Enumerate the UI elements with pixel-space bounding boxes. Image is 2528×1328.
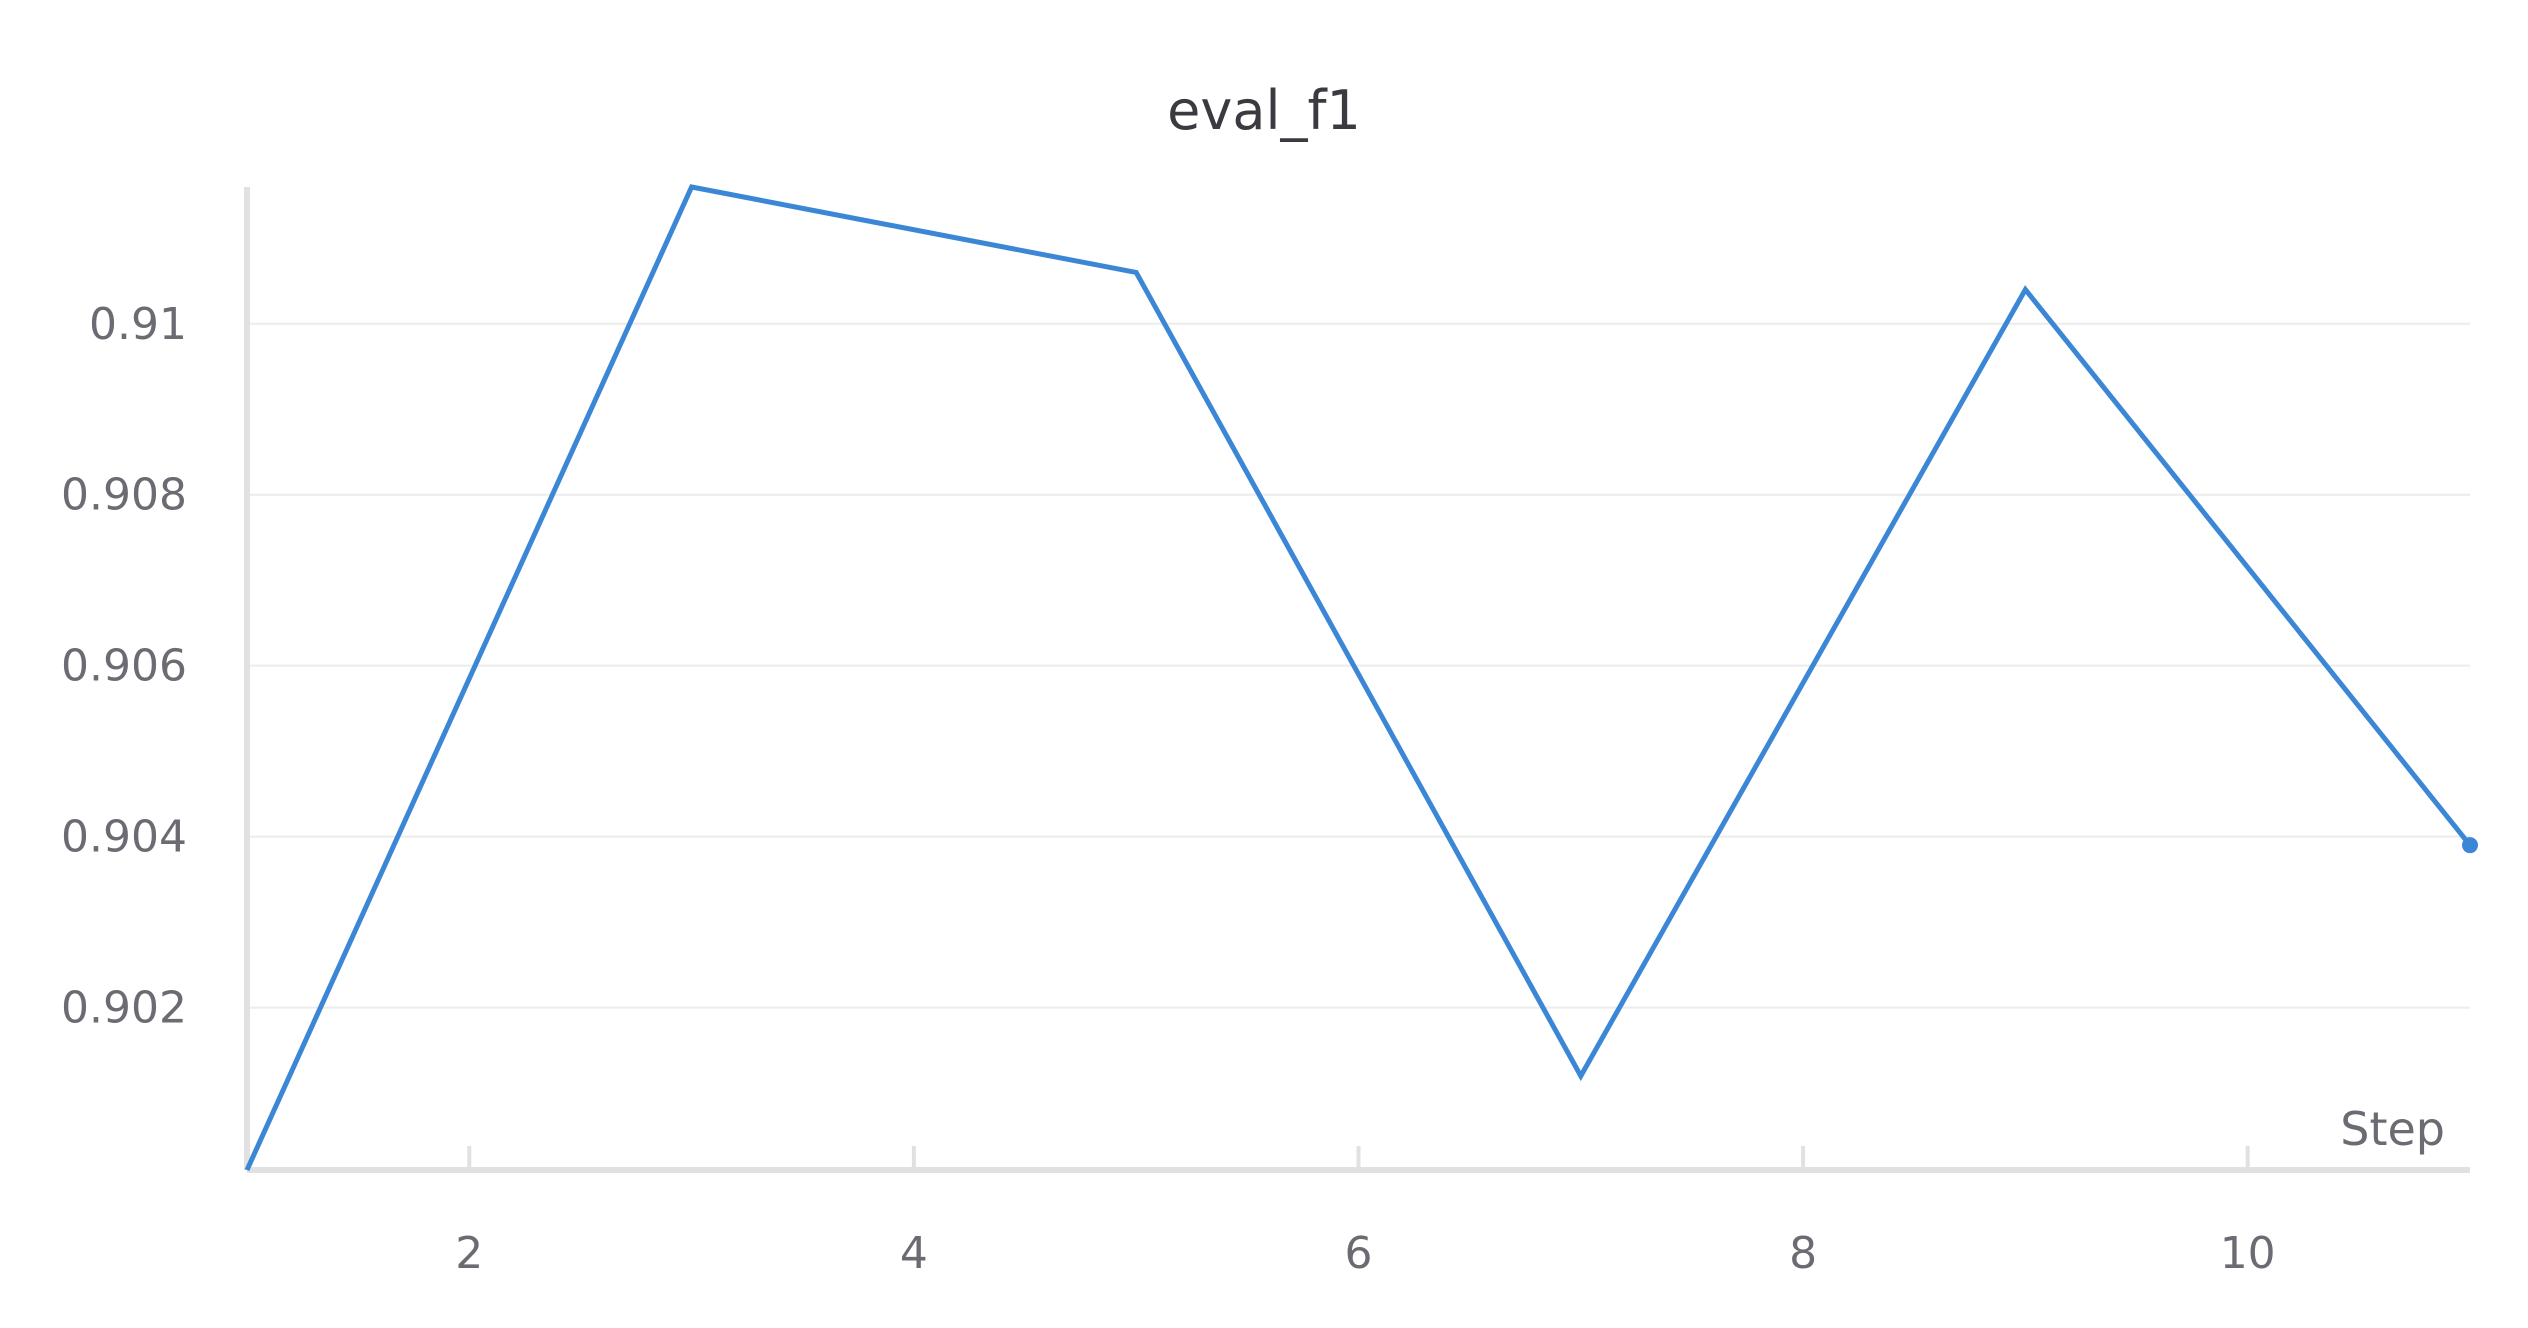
y-tick-label: 0.91 (89, 299, 187, 350)
series-layer (244, 184, 2478, 1172)
y-tick-label: 0.906 (61, 641, 187, 692)
x-tick-label: 8 (1789, 1228, 1817, 1279)
y-tick-label: 0.902 (61, 983, 187, 1034)
x-tick-label: 2 (455, 1228, 483, 1279)
x-axis-label: Step (2340, 1102, 2445, 1156)
x-tick-label: 4 (900, 1228, 928, 1279)
x-tick-label: 10 (2220, 1228, 2276, 1279)
series-line (244, 184, 2472, 1172)
last-point-marker (2462, 837, 2478, 854)
y-tick-label: 0.904 (61, 812, 187, 863)
y-tick-label: 0.908 (61, 470, 187, 521)
chart-title: eval_f1 (1167, 79, 1361, 142)
x-tick-label: 6 (1345, 1228, 1373, 1279)
ticks: 0.902 0.904 0.906 0.908 0.91 2 4 6 8 10 (61, 299, 2276, 1279)
grid-lines (247, 322, 2470, 1009)
